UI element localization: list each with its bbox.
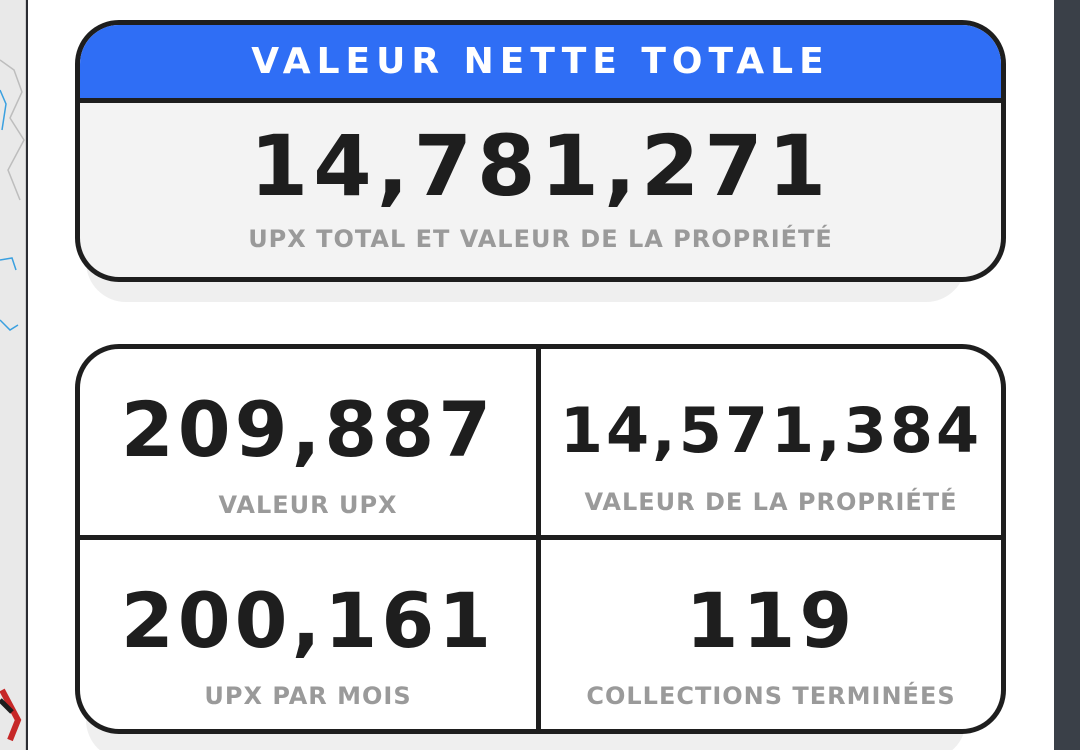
stat-upx-value: 209,887 VALEUR UPX	[80, 349, 541, 540]
stat-value: 119	[685, 576, 857, 665]
stat-value: 200,161	[120, 576, 496, 665]
stat-value: 209,887	[120, 385, 496, 474]
stat-label: VALEUR DE LA PROPRIÉTÉ	[584, 488, 958, 516]
net-worth-caption: UPX TOTAL ET VALEUR DE LA PROPRIÉTÉ	[248, 225, 833, 253]
stat-collections-completed: 119 COLLECTIONS TERMINÉES	[541, 540, 1001, 729]
stat-label: UPX PAR MOIS	[204, 682, 412, 710]
stat-property-value: 14,571,384 VALEUR DE LA PROPRIÉTÉ	[541, 349, 1001, 540]
stat-value: 14,571,384	[559, 394, 983, 467]
net-worth-value: 14,781,271	[249, 117, 832, 215]
stats-grid: 209,887 VALEUR UPX 14,571,384 VALEUR DE …	[75, 344, 1006, 734]
stat-label: VALEUR UPX	[218, 491, 398, 519]
net-worth-title: VALEUR NETTE TOTALE	[251, 41, 830, 82]
stat-upx-per-month: 200,161 UPX PAR MOIS	[80, 540, 541, 729]
net-worth-header: VALEUR NETTE TOTALE	[80, 25, 1001, 103]
background-edge	[1054, 0, 1080, 750]
net-worth-card: VALEUR NETTE TOTALE 14,781,271 UPX TOTAL…	[75, 20, 1006, 282]
stat-label: COLLECTIONS TERMINÉES	[586, 682, 956, 710]
background-map	[0, 0, 26, 750]
